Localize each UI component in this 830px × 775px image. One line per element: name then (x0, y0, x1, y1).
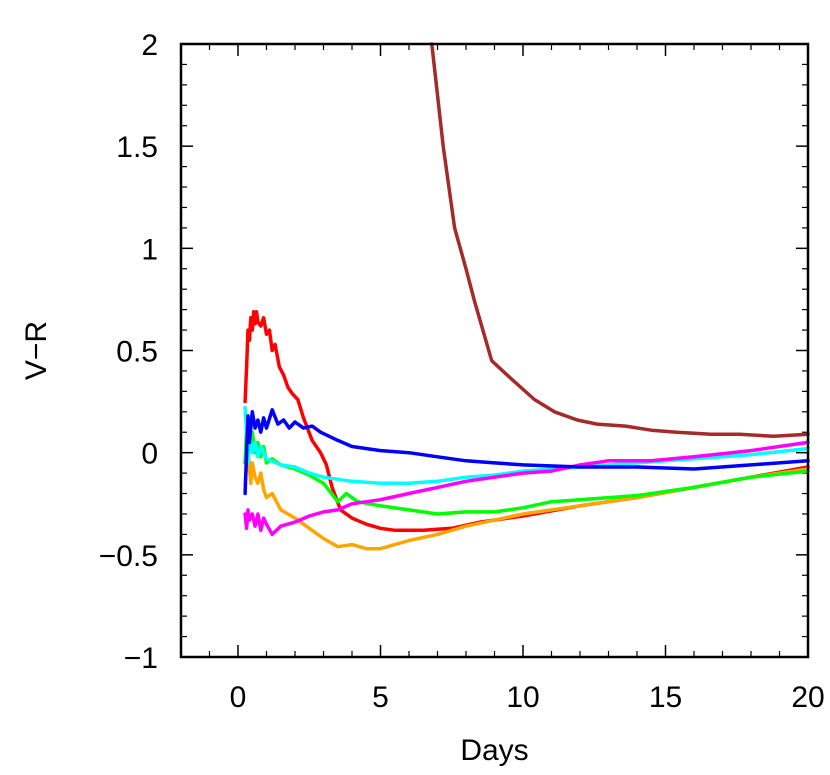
y-axis-title: V−R (20, 321, 53, 380)
plot-frame (179, 42, 810, 659)
series-line-2 (243, 309, 810, 533)
y-tick-label: 1.5 (116, 131, 158, 164)
x-tick-label: 0 (230, 681, 247, 714)
x-tick-label: 5 (372, 681, 389, 714)
y-tick-label: 1 (141, 233, 158, 266)
labels-layer: 0 5 10 15 20 −1 −0.5 0 0.5 1 1.5 2 (99, 29, 825, 714)
y-tick-label: −0.5 (99, 540, 158, 573)
x-tick-label: 10 (506, 681, 539, 714)
series-line-1 (430, 42, 810, 439)
series-line-4 (243, 418, 810, 516)
y-tick-label: 2 (141, 29, 158, 62)
series-layer (243, 42, 810, 551)
y-tick-label: 0.5 (116, 336, 158, 369)
series-line-6 (243, 440, 810, 537)
x-tick-label: 20 (791, 681, 824, 714)
series-line-7 (243, 408, 810, 496)
y-tick-label: −1 (124, 642, 158, 675)
x-axis-title: Days (460, 734, 528, 767)
y-tick-label: 0 (141, 438, 158, 471)
x-tick-label: 15 (649, 681, 682, 714)
series-line-3 (243, 444, 810, 551)
